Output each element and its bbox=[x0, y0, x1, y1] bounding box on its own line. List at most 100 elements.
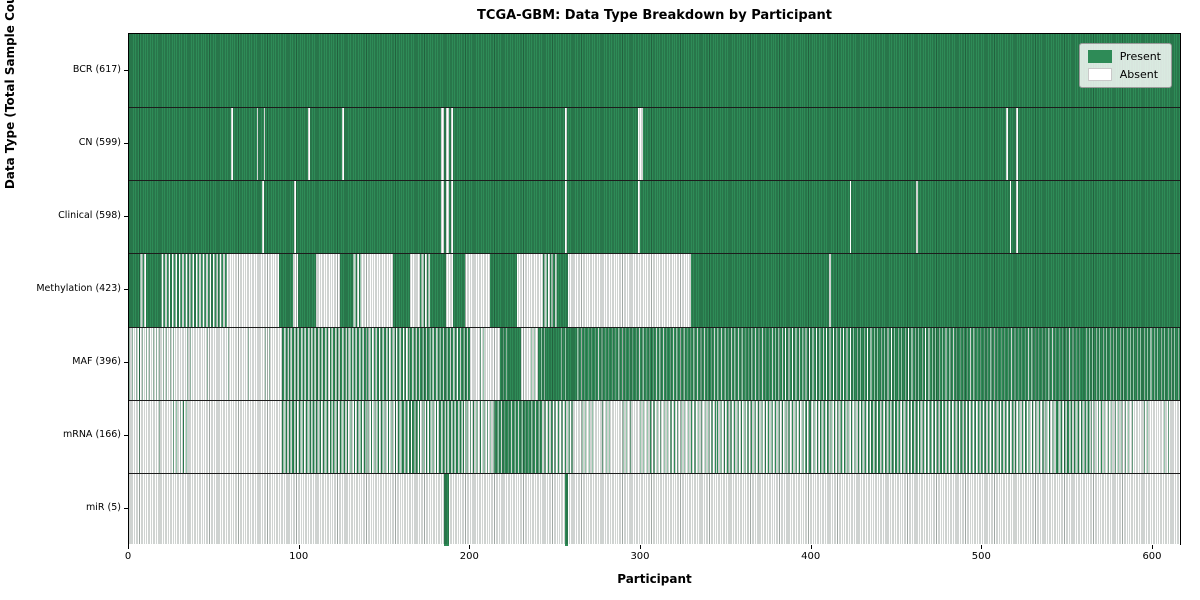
segment-mRNA-345-400 bbox=[716, 399, 811, 473]
segment-Clinical-98-183 bbox=[295, 180, 441, 254]
segment-Clinical-183-185 bbox=[440, 180, 445, 254]
segment-Methylation-96-99 bbox=[292, 253, 298, 327]
y-tick-label-miR: miR (5) bbox=[86, 502, 121, 514]
segment-mRNA-34-90 bbox=[186, 399, 283, 473]
segment-Methylation-252-258 bbox=[558, 253, 569, 327]
segment-MAF-90-140 bbox=[282, 326, 368, 400]
segment-Clinical-521-522 bbox=[1016, 180, 1019, 254]
segment-MAF-560-617 bbox=[1082, 326, 1180, 400]
heatmap-rows bbox=[129, 34, 1180, 546]
segment-MAF-420-480 bbox=[844, 326, 947, 400]
segment-CN-516-521 bbox=[1007, 107, 1017, 181]
segment-CN-515-516 bbox=[1006, 107, 1008, 181]
segment-MAF-28-90 bbox=[176, 326, 283, 400]
row-separator bbox=[129, 472, 1180, 474]
y-tick-label-Methylation: Methylation (423) bbox=[36, 283, 121, 294]
segment-mRNA-430-470 bbox=[861, 399, 930, 473]
row-BCR bbox=[129, 34, 1180, 108]
segment-Clinical-188-189 bbox=[449, 180, 451, 254]
segment-CN-257-299 bbox=[566, 107, 639, 181]
segment-CN-125-126 bbox=[341, 107, 344, 181]
row-CN bbox=[129, 107, 1180, 181]
segment-Methylation-58-88 bbox=[227, 253, 279, 327]
absent-swatch bbox=[1087, 68, 1112, 81]
segment-MAF-480-560 bbox=[946, 326, 1083, 400]
segment-Clinical-190-256 bbox=[452, 180, 566, 254]
segment-CN-183-185 bbox=[440, 107, 445, 181]
segment-Methylation-178-186 bbox=[432, 253, 446, 327]
segment-MAF-262-310 bbox=[575, 326, 658, 400]
segment-Clinical-0-78 bbox=[129, 180, 262, 254]
segment-Methylation-88-96 bbox=[278, 253, 293, 327]
segment-mRNA-160-170 bbox=[401, 399, 419, 473]
segment-mRNA-300-345 bbox=[640, 399, 717, 473]
segment-miR-188-256 bbox=[449, 472, 566, 546]
segment-MAF-310-380 bbox=[657, 326, 777, 400]
present-swatch bbox=[1087, 50, 1112, 63]
segment-mRNA-90-128 bbox=[282, 399, 348, 473]
segment-miR-0-185 bbox=[129, 472, 445, 546]
segment-Clinical-299-300 bbox=[638, 180, 641, 254]
segment-CN-188-189 bbox=[449, 107, 451, 181]
x-tick-label-500: 500 bbox=[971, 551, 991, 562]
y-tick-label-Clinical: Clinical (598) bbox=[58, 209, 121, 221]
segment-Clinical-97-98 bbox=[294, 180, 296, 254]
segment-Methylation-99-110 bbox=[297, 253, 317, 327]
x-tick-label-0: 0 bbox=[124, 551, 132, 562]
segment-Methylation-0-6 bbox=[129, 253, 140, 327]
x-axis-label: Participant bbox=[617, 572, 692, 586]
segment-mRNA-196-215 bbox=[462, 399, 496, 473]
segment-MAF-200-218 bbox=[469, 326, 501, 400]
segment-Clinical-186-188 bbox=[445, 180, 450, 254]
segment-Clinical-189-190 bbox=[450, 180, 453, 254]
segment-CN-522-617 bbox=[1018, 107, 1180, 181]
segment-Methylation-186-190 bbox=[445, 253, 453, 327]
segment-mRNA-128-160 bbox=[347, 399, 402, 473]
legend-label-present: Present bbox=[1119, 50, 1161, 63]
segment-Clinical-423-424 bbox=[849, 180, 852, 254]
segment-Methylation-110-124 bbox=[316, 253, 341, 327]
segment-Clinical-78-79 bbox=[261, 180, 264, 254]
segment-Methylation-330-411 bbox=[691, 253, 830, 327]
segment-mRNA-520-545 bbox=[1014, 399, 1058, 473]
segment-mRNA-170-182 bbox=[418, 399, 440, 473]
segment-MAF-230-240 bbox=[520, 326, 538, 400]
segment-mRNA-565-590 bbox=[1091, 399, 1134, 473]
segment-Clinical-463-517 bbox=[917, 180, 1010, 254]
segment-Methylation-171-178 bbox=[420, 253, 433, 327]
x-tick-label-100: 100 bbox=[289, 551, 309, 562]
segment-Clinical-79-97 bbox=[263, 180, 295, 254]
segment-CN-0-60 bbox=[129, 107, 232, 181]
segment-mRNA-400-430 bbox=[810, 399, 862, 473]
segment-mRNA-242-260 bbox=[541, 399, 572, 473]
segment-Methylation-212-228 bbox=[490, 253, 518, 327]
x-tick-label-600: 600 bbox=[1142, 551, 1162, 562]
legend-label-absent: Absent bbox=[1119, 68, 1159, 81]
segment-Methylation-190-197 bbox=[452, 253, 465, 327]
row-mRNA bbox=[129, 399, 1180, 473]
segment-CN-302-515 bbox=[643, 107, 1007, 181]
segment-Clinical-185-186 bbox=[444, 180, 446, 254]
segment-Clinical-522-617 bbox=[1018, 180, 1180, 254]
segment-Methylation-131-137 bbox=[352, 253, 363, 327]
segment-Clinical-462-463 bbox=[915, 180, 918, 254]
segment-mRNA-215-242 bbox=[495, 399, 542, 473]
segment-Methylation-18-58 bbox=[159, 253, 228, 327]
segment-MAF-240-262 bbox=[537, 326, 576, 400]
legend-entry-absent: Absent bbox=[1087, 68, 1161, 81]
segment-CN-299-302 bbox=[638, 107, 644, 181]
segment-mRNA-0-26 bbox=[129, 399, 174, 473]
segment-Clinical-517-518 bbox=[1009, 180, 1012, 254]
row-separator bbox=[129, 399, 1180, 401]
segment-CN-189-190 bbox=[450, 107, 453, 181]
segment-CN-76-79 bbox=[258, 107, 264, 181]
segment-CN-190-256 bbox=[452, 107, 566, 181]
row-separator bbox=[129, 180, 1180, 182]
segment-CN-61-75 bbox=[232, 107, 257, 181]
segment-MAF-140-165 bbox=[367, 326, 411, 400]
row-MAF bbox=[129, 326, 1180, 400]
y-tick-label-MAF: MAF (396) bbox=[72, 356, 121, 368]
segment-miR-258-617 bbox=[568, 472, 1180, 546]
segment-CN-106-125 bbox=[309, 107, 342, 181]
